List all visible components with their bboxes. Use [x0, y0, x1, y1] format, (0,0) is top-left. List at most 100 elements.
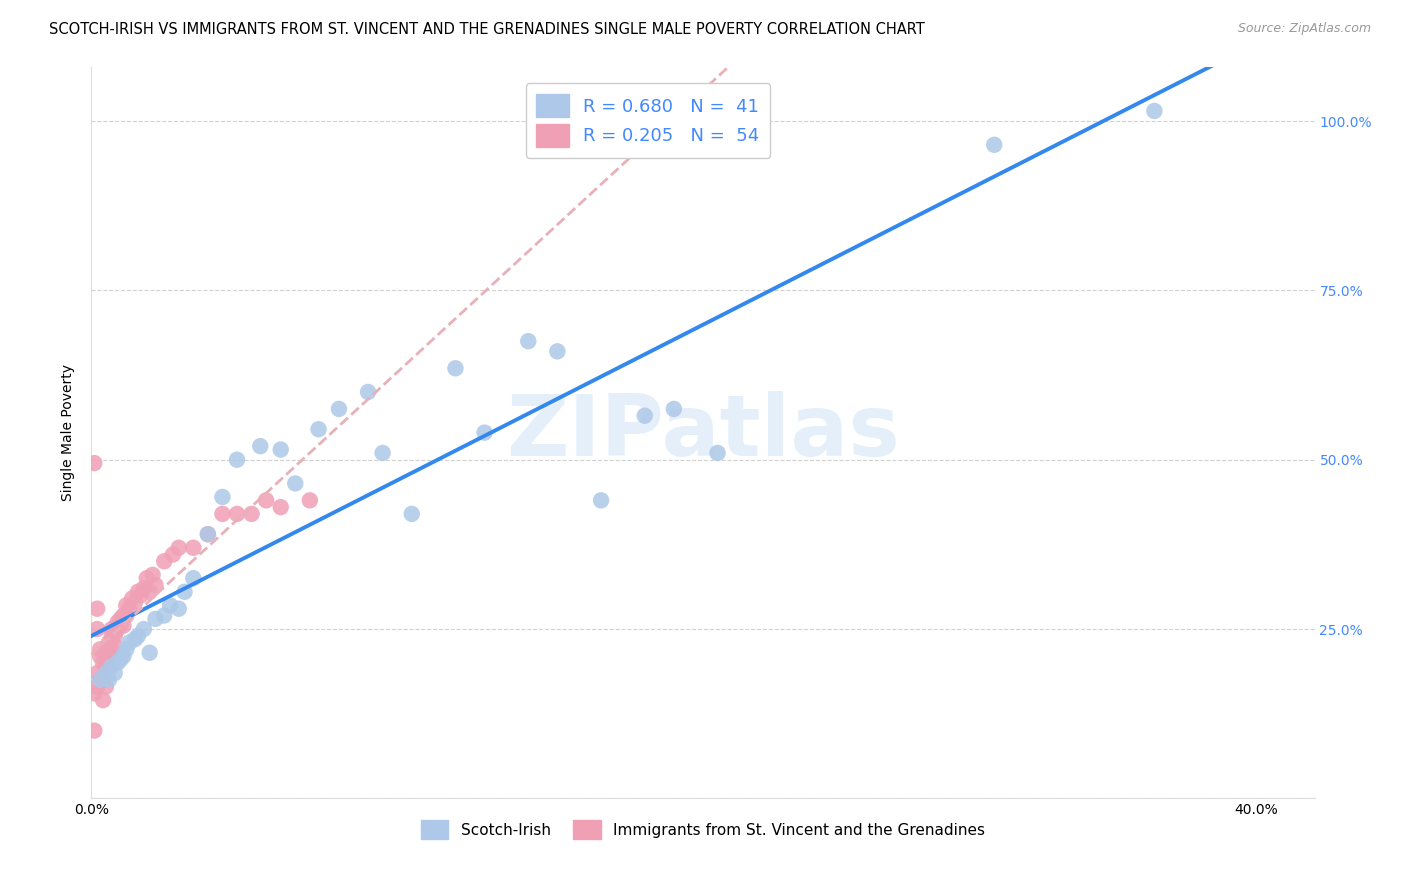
Point	[129, 588, 152, 602]
Point	[226, 452, 249, 467]
Point	[474, 425, 496, 440]
Point	[371, 446, 394, 460]
Point	[121, 591, 143, 606]
Point	[101, 629, 124, 643]
Text: ZIPatlas: ZIPatlas	[506, 391, 900, 475]
Point	[124, 595, 146, 609]
Point	[197, 527, 219, 541]
Point	[118, 601, 141, 615]
Point	[104, 625, 127, 640]
Point	[91, 693, 114, 707]
Point	[132, 582, 155, 596]
Point	[153, 608, 176, 623]
Point	[91, 656, 114, 670]
Point	[138, 646, 160, 660]
Point	[401, 507, 423, 521]
Legend: Scotch-Irish, Immigrants from St. Vincent and the Grenadines: Scotch-Irish, Immigrants from St. Vincen…	[415, 814, 991, 846]
Point	[127, 584, 149, 599]
Point	[173, 584, 195, 599]
Point	[86, 622, 108, 636]
Y-axis label: Single Male Poverty: Single Male Poverty	[62, 364, 76, 501]
Point	[97, 635, 120, 649]
Point	[112, 649, 135, 664]
Point	[104, 666, 127, 681]
Point	[1143, 103, 1166, 118]
Point	[94, 666, 117, 681]
Point	[517, 334, 540, 348]
Point	[107, 615, 129, 630]
Point	[328, 401, 350, 416]
Point	[86, 680, 108, 694]
Point	[249, 439, 271, 453]
Point	[270, 442, 292, 457]
Point	[86, 666, 108, 681]
Point	[104, 639, 127, 653]
Point	[141, 567, 165, 582]
Point	[135, 571, 157, 585]
Point	[101, 659, 124, 673]
Point	[153, 554, 176, 568]
Point	[254, 493, 277, 508]
Point	[284, 476, 307, 491]
Point	[634, 409, 657, 423]
Point	[97, 659, 120, 673]
Point	[115, 599, 138, 613]
Point	[83, 456, 105, 470]
Point	[107, 656, 129, 670]
Point	[240, 507, 263, 521]
Point	[101, 622, 124, 636]
Point	[104, 629, 127, 643]
Point	[706, 446, 728, 460]
Point	[112, 618, 135, 632]
Text: SCOTCH-IRISH VS IMMIGRANTS FROM ST. VINCENT AND THE GRENADINES SINGLE MALE POVER: SCOTCH-IRISH VS IMMIGRANTS FROM ST. VINC…	[49, 22, 925, 37]
Point	[101, 642, 124, 657]
Point	[162, 548, 184, 562]
Point	[183, 571, 205, 585]
Point	[127, 629, 149, 643]
Point	[124, 632, 146, 647]
Point	[270, 500, 292, 515]
Point	[132, 622, 155, 636]
Point	[89, 649, 111, 664]
Point	[298, 493, 321, 508]
Point	[197, 527, 219, 541]
Point	[211, 490, 233, 504]
Point	[83, 686, 105, 700]
Point	[546, 344, 568, 359]
Point	[167, 601, 190, 615]
Point	[94, 646, 117, 660]
Point	[112, 608, 135, 623]
Point	[145, 578, 167, 592]
Point	[662, 401, 685, 416]
Text: Source: ZipAtlas.com: Source: ZipAtlas.com	[1237, 22, 1371, 36]
Point	[167, 541, 190, 555]
Point	[86, 601, 108, 615]
Point	[444, 361, 467, 376]
Point	[211, 507, 233, 521]
Point	[89, 642, 111, 657]
Point	[94, 659, 117, 673]
Point	[91, 673, 114, 687]
Point	[83, 723, 105, 738]
Point	[145, 612, 167, 626]
Point	[357, 384, 380, 399]
Point	[107, 622, 129, 636]
Point	[115, 642, 138, 657]
Point	[110, 612, 132, 626]
Point	[97, 646, 120, 660]
Point	[110, 652, 132, 666]
Point	[226, 507, 249, 521]
Point	[183, 541, 205, 555]
Point	[118, 635, 141, 649]
Point	[138, 584, 160, 599]
Point	[159, 599, 181, 613]
Point	[94, 680, 117, 694]
Point	[110, 618, 132, 632]
Point	[89, 673, 111, 687]
Point	[983, 137, 1005, 152]
Point	[591, 493, 613, 508]
Point	[115, 608, 138, 623]
Point	[97, 673, 120, 687]
Point	[308, 422, 330, 436]
Point	[89, 673, 111, 687]
